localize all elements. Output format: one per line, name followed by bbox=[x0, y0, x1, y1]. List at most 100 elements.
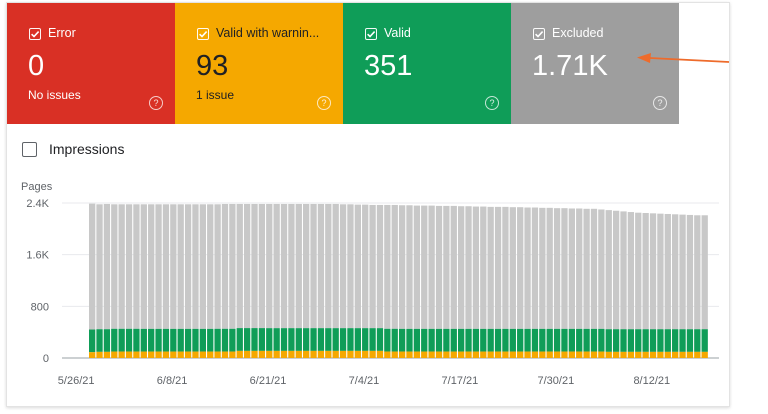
warning-label: Valid with warnin... bbox=[216, 26, 320, 40]
bar-warning bbox=[251, 350, 258, 358]
bar-excluded bbox=[531, 207, 539, 329]
bar-valid bbox=[103, 329, 111, 352]
bar-valid bbox=[494, 328, 502, 352]
bar-excluded bbox=[192, 204, 199, 329]
bar-warning bbox=[465, 351, 472, 358]
bar-excluded bbox=[184, 204, 192, 329]
bar-excluded bbox=[413, 205, 421, 329]
y-tick-label: 2.4K bbox=[26, 198, 49, 210]
check-icon bbox=[367, 31, 376, 38]
bar-valid bbox=[362, 328, 369, 351]
valid-card[interactable]: Valid 351 ? bbox=[343, 3, 511, 124]
bar-excluded bbox=[487, 206, 494, 329]
bar-warning bbox=[280, 350, 288, 358]
bar-valid bbox=[642, 329, 649, 352]
bar-excluded bbox=[258, 203, 266, 329]
bar-excluded bbox=[494, 206, 502, 329]
bar-excluded bbox=[627, 212, 635, 330]
bar-warning bbox=[303, 350, 310, 358]
bar-valid bbox=[583, 328, 590, 352]
bar-valid bbox=[406, 328, 413, 352]
impressions-checkbox[interactable] bbox=[22, 141, 37, 157]
bar-warning bbox=[391, 351, 398, 358]
bar-warning bbox=[657, 351, 664, 358]
bar-warning bbox=[229, 351, 236, 358]
bar-excluded bbox=[221, 203, 229, 329]
bar-valid bbox=[243, 328, 251, 351]
bar-valid bbox=[140, 328, 147, 352]
bar-warning bbox=[125, 351, 133, 358]
x-tick-label: 7/17/21 bbox=[442, 375, 479, 387]
bar-valid bbox=[221, 328, 229, 352]
bar-valid bbox=[170, 328, 177, 352]
bar-excluded bbox=[229, 203, 236, 329]
valid-checkbox[interactable] bbox=[365, 28, 377, 40]
bar-excluded bbox=[553, 208, 561, 329]
bar-warning bbox=[89, 352, 96, 358]
bar-warning bbox=[450, 351, 457, 358]
bar-valid bbox=[111, 328, 118, 352]
bar-warning bbox=[590, 351, 598, 358]
impressions-toggle[interactable]: Impressions bbox=[22, 141, 124, 157]
bar-excluded bbox=[539, 207, 546, 329]
bar-warning bbox=[103, 351, 111, 358]
bar-valid bbox=[354, 328, 361, 351]
bar-valid bbox=[657, 329, 664, 352]
bar-excluded bbox=[103, 203, 111, 330]
bar-excluded bbox=[612, 210, 620, 330]
x-tick-label: 6/21/21 bbox=[250, 375, 287, 387]
bar-excluded bbox=[118, 204, 125, 329]
bar-warning bbox=[568, 351, 575, 358]
bar-valid bbox=[148, 328, 155, 352]
bar-excluded bbox=[177, 204, 184, 329]
error-card[interactable]: Error 0 No issues ? bbox=[7, 3, 175, 124]
bar-excluded bbox=[605, 210, 612, 330]
index-coverage-panel: Error 0 No issues ? Valid with warnin...… bbox=[6, 2, 730, 407]
bar-warning bbox=[502, 351, 509, 358]
bar-excluded bbox=[266, 203, 273, 329]
bar-warning bbox=[214, 351, 221, 358]
bar-valid bbox=[672, 329, 679, 352]
bar-valid bbox=[553, 328, 561, 352]
bar-excluded bbox=[96, 204, 103, 330]
bar-valid bbox=[192, 328, 199, 352]
bar-warning bbox=[487, 351, 494, 358]
bar-excluded bbox=[458, 206, 465, 329]
bar-valid bbox=[598, 328, 605, 352]
bar-excluded bbox=[509, 207, 516, 329]
bar-valid bbox=[339, 328, 347, 351]
bar-valid bbox=[303, 328, 310, 351]
bar-valid bbox=[635, 329, 642, 352]
bar-excluded bbox=[384, 204, 391, 329]
bar-excluded bbox=[391, 204, 398, 329]
excluded-checkbox[interactable] bbox=[533, 28, 545, 40]
bar-warning bbox=[347, 350, 354, 358]
excluded-card[interactable]: Excluded 1.71K ? bbox=[511, 3, 679, 124]
warning-card[interactable]: Valid with warnin... 93 1 issue ? bbox=[175, 3, 343, 124]
check-icon bbox=[535, 31, 544, 38]
bar-excluded bbox=[125, 204, 133, 329]
bar-warning bbox=[266, 350, 273, 358]
bar-warning bbox=[369, 350, 376, 358]
bar-excluded bbox=[590, 208, 598, 329]
warning-checkbox[interactable] bbox=[197, 28, 209, 40]
help-icon[interactable]: ? bbox=[149, 96, 163, 110]
help-icon[interactable]: ? bbox=[653, 96, 667, 110]
bar-valid bbox=[612, 329, 620, 352]
warning-subtext: 1 issue bbox=[196, 88, 235, 102]
bar-valid bbox=[546, 328, 553, 352]
bar-valid bbox=[96, 329, 103, 352]
bar-warning bbox=[509, 351, 516, 358]
bar-warning bbox=[398, 351, 406, 358]
help-icon[interactable]: ? bbox=[317, 96, 331, 110]
error-checkbox[interactable] bbox=[29, 28, 41, 40]
bar-excluded bbox=[362, 204, 369, 329]
bar-warning bbox=[133, 351, 140, 358]
bar-excluded bbox=[620, 211, 627, 330]
bar-excluded bbox=[199, 204, 206, 329]
bar-excluded bbox=[598, 209, 605, 329]
bar-excluded bbox=[288, 203, 295, 329]
bar-valid bbox=[125, 328, 133, 352]
bar-warning bbox=[236, 350, 243, 358]
help-icon[interactable]: ? bbox=[485, 96, 499, 110]
